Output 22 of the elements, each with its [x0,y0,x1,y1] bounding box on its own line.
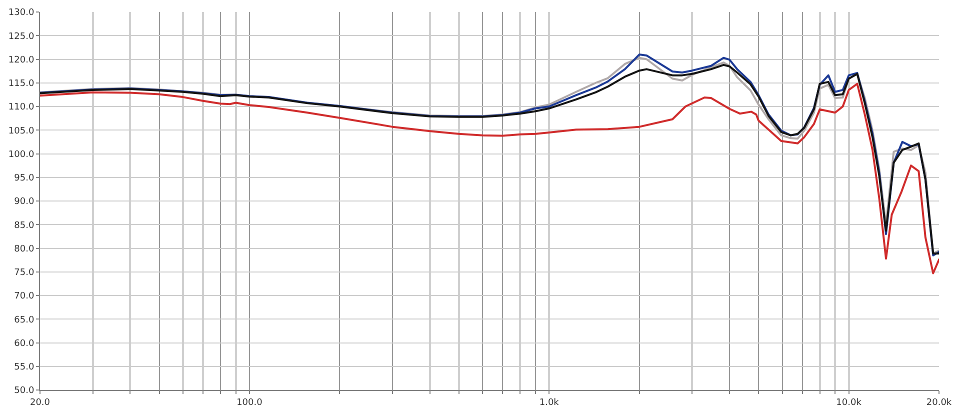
y-tick-label: 55.0 [14,362,34,373]
x-tick-label: 20.0 [30,398,50,408]
x-tick-label: 1.0k [539,398,560,408]
y-tick-label: 80.0 [14,244,34,254]
y-tick-label: 65.0 [14,315,34,326]
y-tick-label: 105.0 [8,126,34,136]
y-tick-label: 120.0 [8,55,34,66]
y-tick-label: 130.0 [8,8,34,18]
x-tick-label: 100.0 [236,398,263,408]
y-tick-label: 75.0 [14,268,34,278]
y-tick-label: 90.0 [14,197,34,208]
x-tick-label: 10.0k [836,398,862,408]
y-tick-label: 70.0 [14,292,34,302]
y-tick-label: 110.0 [8,102,34,113]
y-tick-label: 95.0 [14,174,34,184]
y-tick-label: 100.0 [8,150,34,160]
y-tick-label: 60.0 [14,338,34,349]
y-tick-label: 50.0 [14,386,34,396]
x-tick-label: 20.0k [926,398,952,408]
y-tick-label: 85.0 [14,220,34,231]
y-tick-label: 125.0 [8,32,34,42]
y-tick-label: 115.0 [8,79,34,90]
